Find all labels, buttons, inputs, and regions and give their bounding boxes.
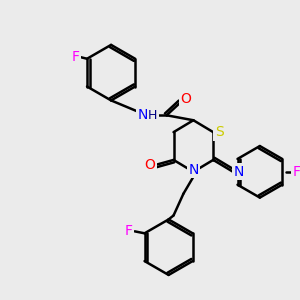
- Text: N: N: [188, 163, 199, 177]
- Text: O: O: [144, 158, 155, 172]
- Text: N: N: [234, 165, 244, 179]
- Text: F: F: [125, 224, 133, 238]
- Text: S: S: [215, 125, 224, 139]
- Text: N: N: [138, 108, 148, 122]
- Text: F: F: [292, 165, 300, 179]
- Text: H: H: [148, 109, 158, 122]
- Text: F: F: [71, 50, 79, 64]
- Text: O: O: [180, 92, 191, 106]
